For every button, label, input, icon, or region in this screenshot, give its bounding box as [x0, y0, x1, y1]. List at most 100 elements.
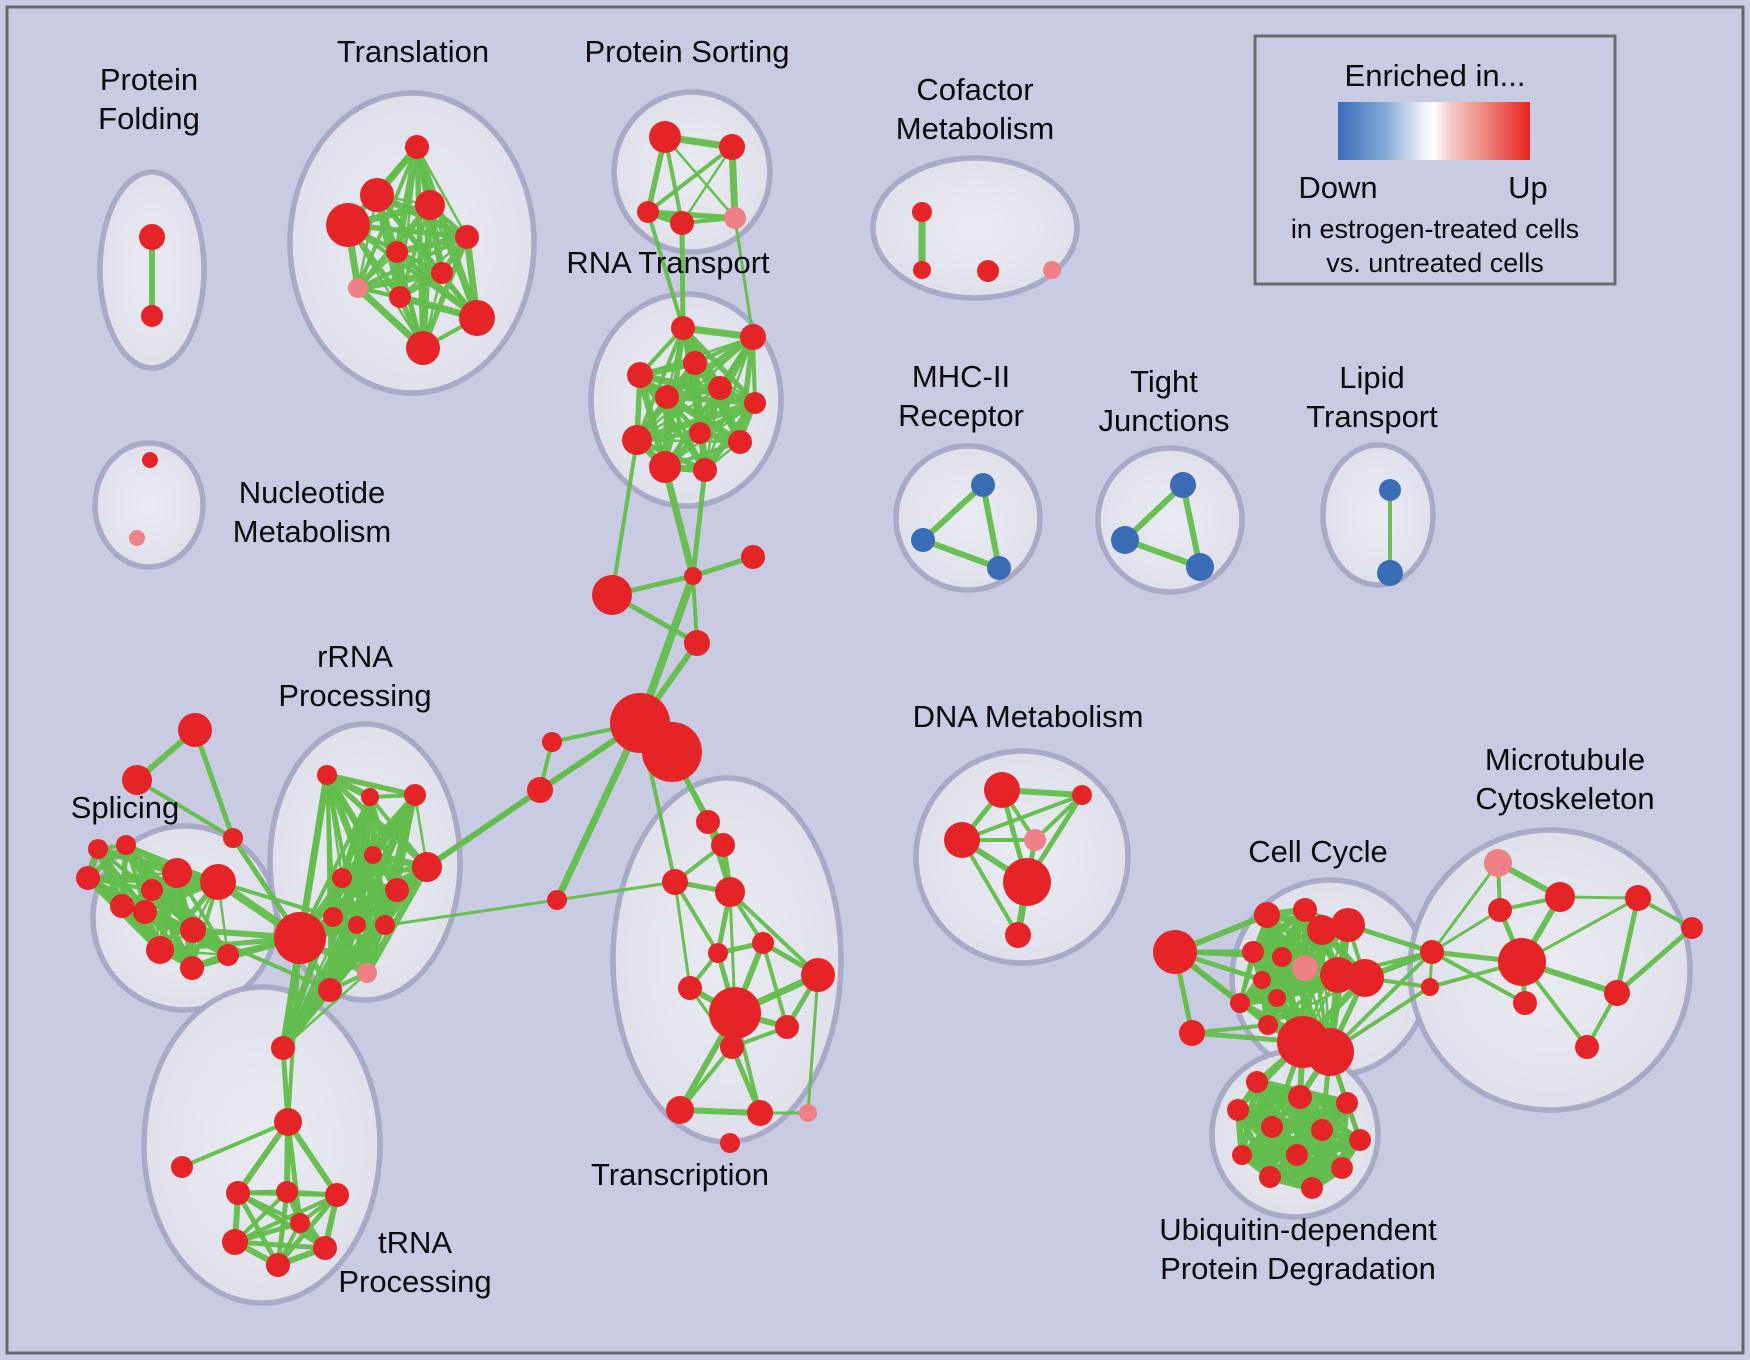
edge — [428, 203, 479, 320]
node-rna_transport-4 — [655, 385, 679, 409]
node-trna_processing-5 — [222, 1229, 248, 1255]
node-rrna_processing-2 — [404, 784, 426, 806]
node-translation-5 — [386, 241, 408, 263]
node-microtubule_cytoskeleton-6 — [1513, 991, 1537, 1015]
edge — [1430, 861, 1500, 954]
edge — [324, 772, 418, 798]
node-trna_processing-0 — [274, 1108, 302, 1136]
edge — [1430, 950, 1527, 1005]
node-translation-7 — [348, 278, 368, 298]
node-microtubule_cytoskeleton-1 — [1545, 882, 1575, 912]
node-rrna_processing-8 — [348, 916, 366, 934]
node-cell_cycle-5 — [1331, 908, 1365, 942]
node-rna_transport-3 — [627, 362, 653, 388]
node-cofactor_metabolism-0 — [912, 202, 932, 222]
edge — [180, 1120, 290, 1169]
cluster-label-cell_cycle: Cell Cycle — [1248, 834, 1388, 869]
network-nodes — [76, 121, 1703, 1277]
cluster-label-transcription: Transcription — [591, 1157, 769, 1192]
node-protein_folding-0 — [139, 224, 165, 250]
node-tight_junctions-2 — [1186, 553, 1214, 581]
node-tight_junctions-1 — [1111, 526, 1139, 554]
node-splicing-11 — [217, 944, 239, 966]
legend-up-label: Up — [1508, 170, 1548, 205]
node-rna_transport-9 — [728, 430, 752, 454]
edge — [135, 778, 235, 840]
node-trna_processing-3 — [276, 1181, 298, 1203]
cluster-label-microtubule_cytoskeleton: Microtubule Cytoskeleton — [1475, 742, 1654, 816]
node-rna_transport-8 — [689, 422, 711, 444]
cluster-label-mhc_ii_receptor: MHC-II Receptor — [898, 359, 1024, 433]
node-connectors-8 — [547, 890, 567, 910]
node-trna_processing-7 — [313, 1236, 337, 1260]
node-cofactor_metabolism-1 — [913, 261, 931, 279]
node-protein_sorting-4 — [724, 207, 746, 229]
node-ubiquitin_degradation-11 — [1301, 1177, 1323, 1199]
node-splicing-4 — [76, 866, 100, 890]
node-rrna_processing-0 — [317, 765, 337, 785]
node-rrna_processing-12 — [318, 978, 342, 1002]
edge — [298, 795, 372, 940]
cluster-label-protein_folding: Protein Folding — [98, 62, 200, 136]
cluster-ellipse-nucleotide_metabolism — [92, 440, 206, 570]
node-rna_transport-1 — [740, 324, 766, 350]
node-rrna_processing-7 — [323, 907, 343, 927]
node-translation-9 — [459, 300, 495, 336]
node-rna_transport-10 — [649, 451, 681, 483]
figure-border — [5, 5, 1745, 1355]
edge — [806, 973, 820, 1115]
node-splicing-10 — [180, 956, 204, 980]
cluster-label-trna_processing: tRNA Processing — [338, 1225, 491, 1299]
node-cell_cycle-11 — [1253, 971, 1271, 989]
node-rrna_processing-13 — [271, 1036, 295, 1060]
edge — [646, 210, 685, 330]
node-nucleotide_metabolism-0 — [142, 452, 158, 468]
node-translation-6 — [431, 262, 453, 284]
node-protein_sorting-3 — [670, 211, 694, 235]
edge — [920, 537, 1002, 571]
node-dna_metabolism-2 — [944, 822, 980, 858]
edge — [1235, 1100, 1350, 1113]
cluster-label-rna_transport: RNA Transport — [566, 245, 770, 280]
node-cell_cycle-18 — [1421, 978, 1439, 996]
cluster-label-lipid_transport: Lipid Transport — [1306, 360, 1438, 434]
node-translation-4 — [455, 225, 479, 249]
edge — [216, 880, 335, 919]
node-connectors-0 — [684, 567, 702, 585]
node-connectors-3 — [684, 630, 710, 656]
node-rrna_processing-9 — [375, 915, 395, 935]
edge — [354, 269, 446, 292]
edge — [285, 1119, 340, 1198]
cluster-labels: Protein Folding Translation Protein Sorting… — [71, 34, 1655, 1299]
edge — [960, 838, 1020, 937]
node-rrna_processing-10 — [274, 912, 326, 964]
cluster-label-cofactor_metabolism: Cofactor Metabolism — [896, 72, 1055, 146]
node-connectors-2 — [741, 545, 765, 569]
cluster-label-rrna_processing: rRNA Processing — [278, 639, 431, 713]
edge — [733, 216, 755, 339]
edge — [645, 209, 738, 221]
node-cell_cycle-14 — [1258, 1015, 1278, 1035]
edge — [761, 941, 789, 1029]
edge — [637, 372, 708, 473]
edge — [1430, 908, 1502, 954]
node-transcription-5 — [752, 932, 774, 954]
node-cell_cycle-10 — [1346, 959, 1384, 997]
node-cell_cycle-2 — [1254, 902, 1280, 928]
node-connectors-1 — [592, 575, 632, 615]
node-cell_cycle-12 — [1268, 989, 1286, 1007]
node-splicing-3 — [180, 917, 206, 943]
cluster-ellipse-trna_processing — [141, 984, 383, 1306]
edge — [679, 220, 686, 331]
edge — [286, 936, 302, 1124]
cluster-label-protein_sorting: Protein Sorting — [584, 34, 789, 69]
edge — [1614, 925, 1695, 996]
node-transcription-10 — [720, 1035, 744, 1059]
node-rrna_processing-1 — [361, 788, 379, 806]
edge — [235, 1190, 281, 1268]
node-protein_folding-1 — [141, 305, 163, 327]
edge — [728, 890, 820, 977]
edge — [298, 898, 559, 940]
node-transcription-4 — [708, 943, 728, 963]
edge — [1614, 895, 1641, 996]
